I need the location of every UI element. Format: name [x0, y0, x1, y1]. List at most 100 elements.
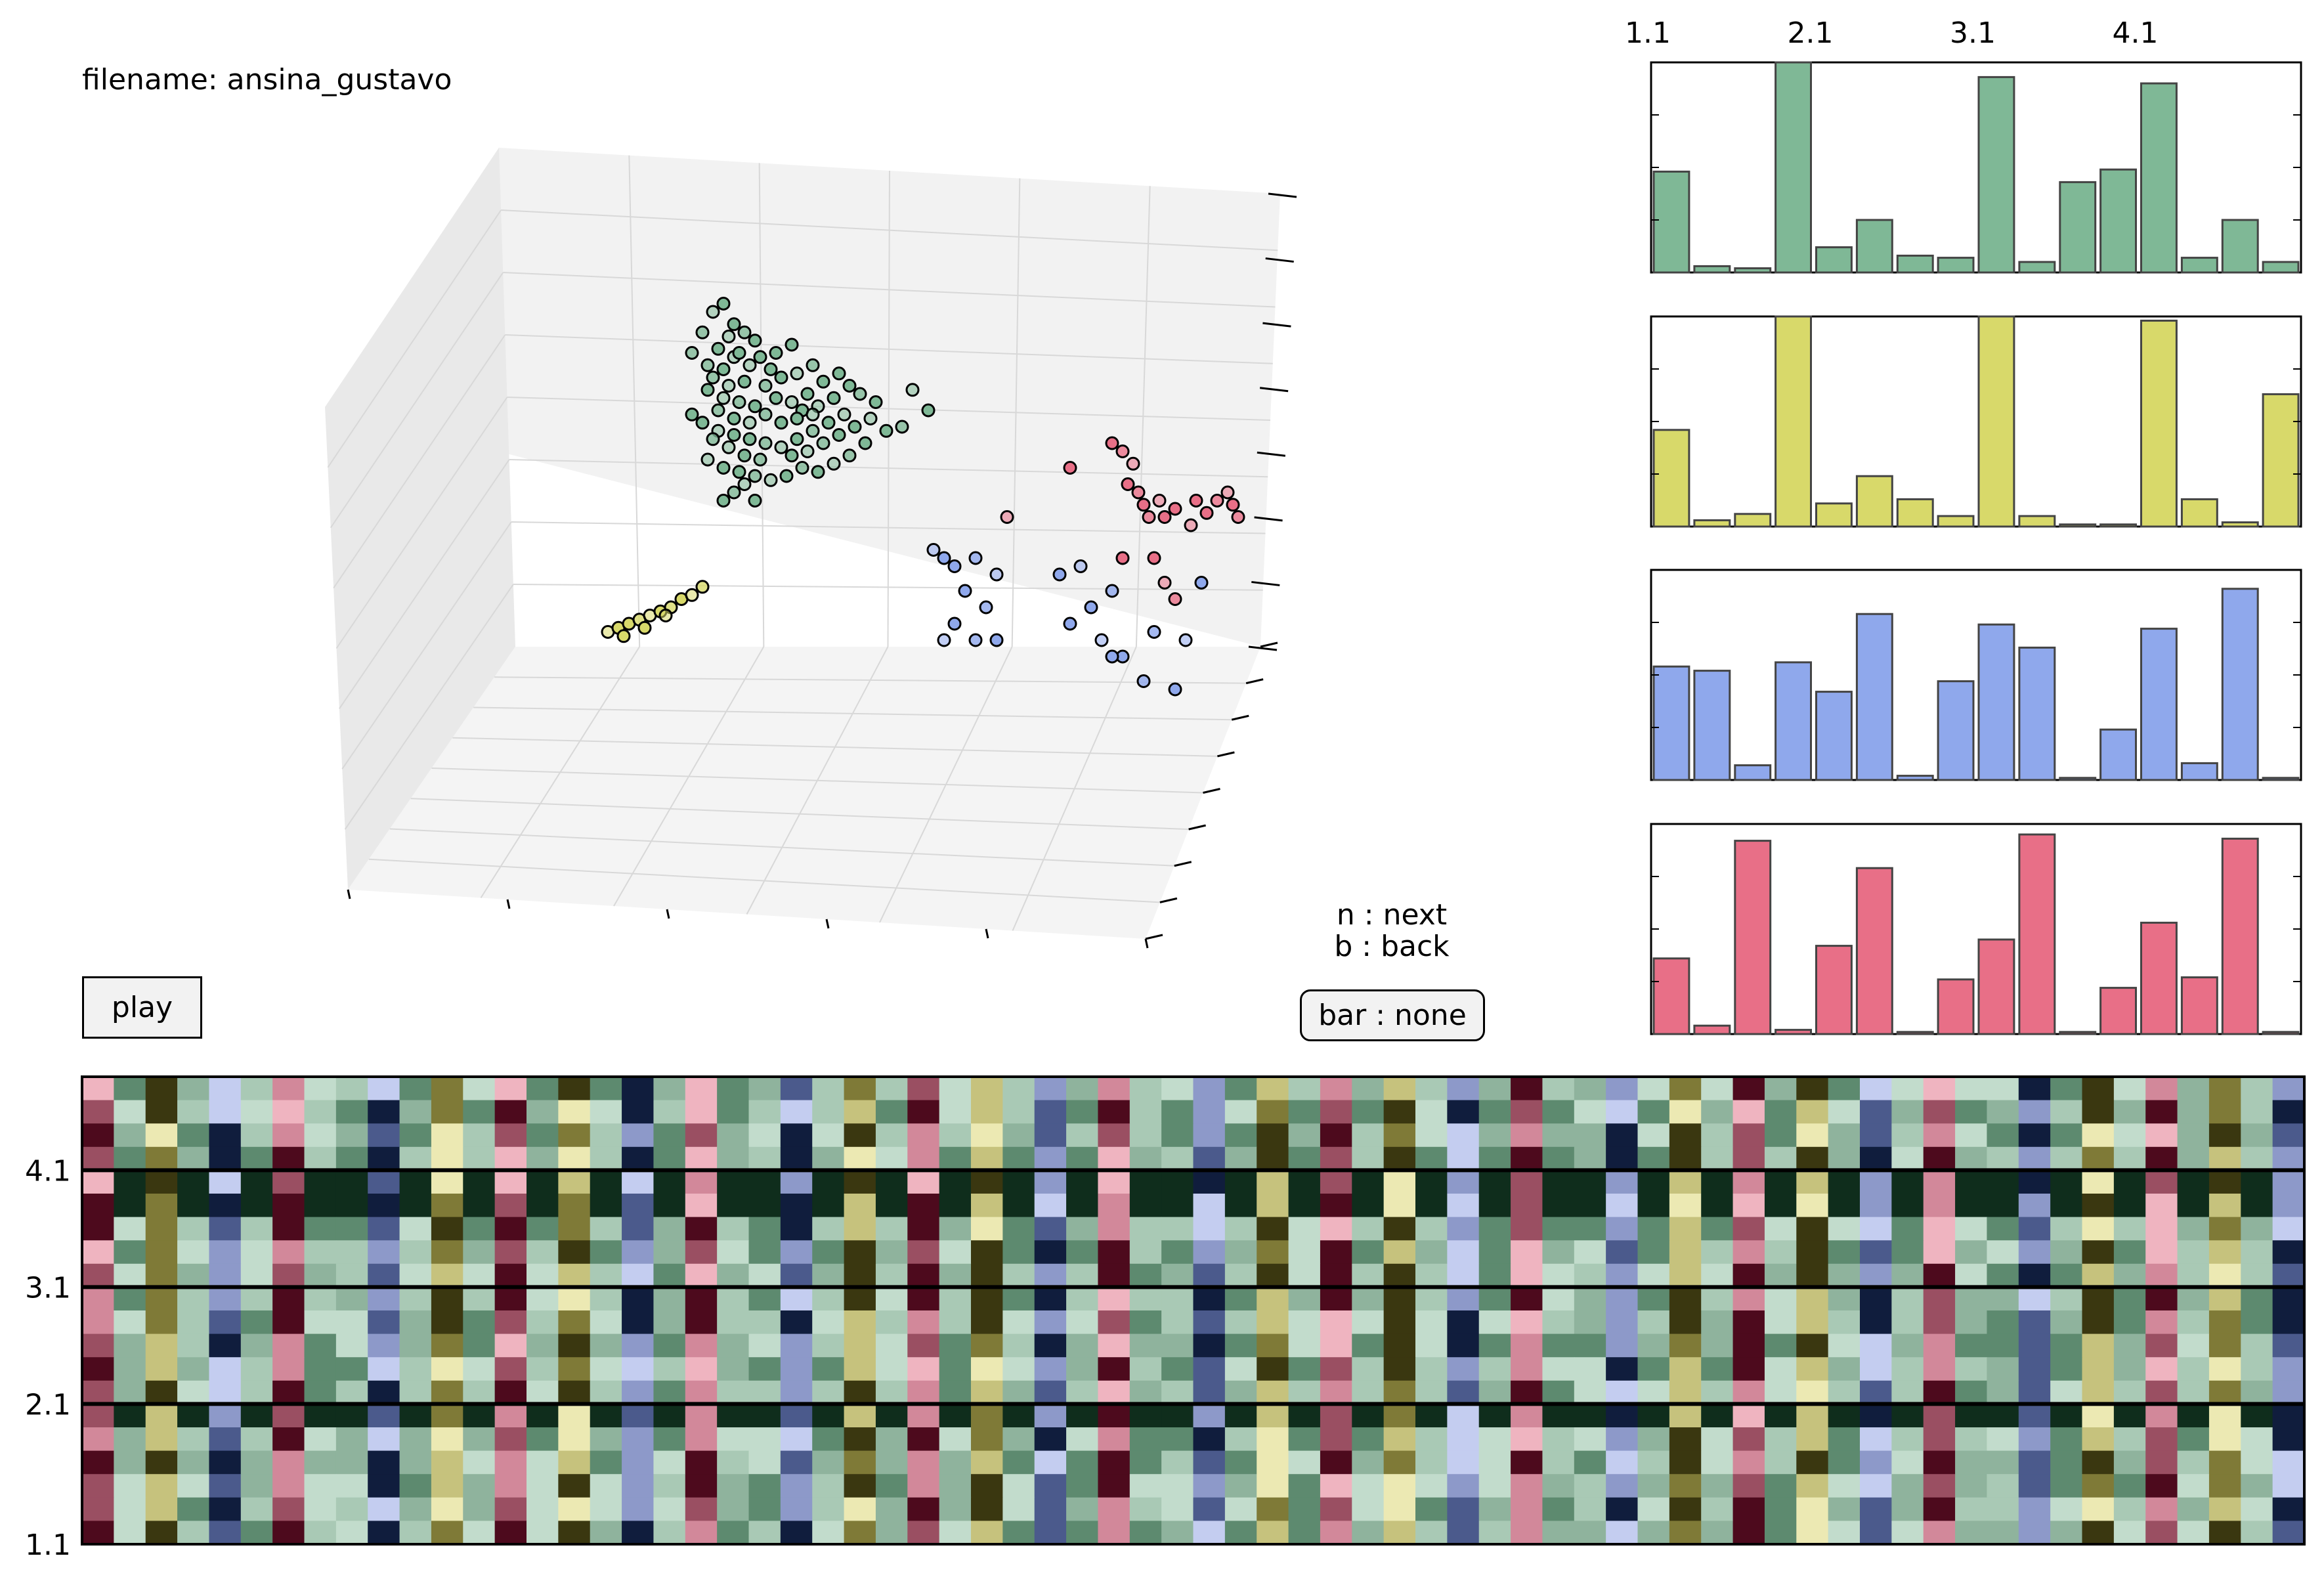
heatmap-cell	[1193, 1357, 1226, 1381]
heatmap-cell	[2241, 1380, 2273, 1404]
grid-line	[344, 584, 514, 830]
heatmap-cell	[1066, 1263, 1099, 1287]
heatmap-cell	[177, 1474, 210, 1498]
heatmap-cell	[717, 1170, 750, 1194]
heatmap-cell	[2018, 1450, 2051, 1475]
heatmap-cell	[1257, 1123, 1289, 1148]
heatmap-cell	[1383, 1357, 1416, 1381]
heatmap-cell	[1478, 1287, 1511, 1311]
heatmap-cell	[1129, 1497, 1162, 1521]
heatmap-cell	[1129, 1380, 1162, 1404]
heatmap-cell	[1987, 1194, 2019, 1218]
heatmap-cell	[335, 1521, 368, 1545]
heatmap-cell	[844, 1333, 876, 1358]
heatmap-cell	[1860, 1450, 1892, 1475]
heatmap-cell	[748, 1123, 781, 1148]
heatmap-cell	[1415, 1077, 1448, 1101]
heatmap-cell	[82, 1380, 114, 1404]
heatmap-cell	[971, 1146, 1003, 1171]
heatmap-cell	[1764, 1194, 1797, 1218]
heatmap-cell	[240, 1287, 273, 1311]
heatmap-cell	[1637, 1333, 1670, 1358]
scatter-point	[1000, 510, 1014, 524]
heatmap-cell	[812, 1240, 845, 1265]
heatmap-cell	[1732, 1077, 1765, 1101]
scatter-point	[742, 416, 757, 430]
heatmap-cell	[2208, 1146, 2241, 1171]
heatmap-cell	[558, 1263, 591, 1287]
heatmap-cell	[748, 1077, 781, 1101]
heatmap-cell	[971, 1497, 1003, 1521]
help-next: n : next	[1336, 898, 1448, 932]
bar	[2262, 393, 2300, 528]
heatmap-cell	[2177, 1170, 2210, 1194]
heatmap-cell	[717, 1123, 750, 1148]
heatmap-cell	[1923, 1450, 1956, 1475]
heatmap-cell	[272, 1194, 305, 1218]
heatmap-cell	[399, 1450, 432, 1475]
heatmap-cell	[2050, 1310, 2083, 1335]
scatter-point	[685, 346, 699, 360]
heatmap-cell	[1447, 1263, 1480, 1287]
heatmap-cell	[2050, 1240, 2083, 1265]
heatmap-cell	[653, 1427, 686, 1452]
scatter-point	[706, 305, 720, 319]
bar-mode-button[interactable]: bar : none	[1300, 989, 1485, 1041]
bar	[1815, 502, 1853, 528]
heatmap-cell	[335, 1450, 368, 1475]
heatmap-cell	[431, 1427, 463, 1452]
heatmap-cell	[399, 1146, 432, 1171]
heatmap-cell	[1891, 1427, 1924, 1452]
heatmap-cell	[1606, 1427, 1639, 1452]
scatter-point	[700, 358, 715, 372]
bar	[1652, 170, 1690, 274]
scatter-gridlines	[327, 155, 1278, 931]
heatmap-cell	[1701, 1077, 1734, 1101]
heatmap-cell	[907, 1287, 940, 1311]
heatmap-cell	[335, 1427, 368, 1452]
heatmap-cell	[1320, 1100, 1352, 1124]
scatter-point	[853, 387, 867, 401]
heatmap-cell	[2208, 1217, 2241, 1241]
heatmap-cell	[844, 1263, 876, 1287]
heatmap-cell	[1764, 1146, 1797, 1171]
heatmap-cell	[2177, 1123, 2210, 1148]
heatmap-cell	[1923, 1474, 1956, 1498]
heatmap-cell	[1796, 1240, 1829, 1265]
heatmap-cell	[2177, 1497, 2210, 1521]
heatmap-cell	[2177, 1240, 2210, 1265]
heatmap-cell	[240, 1474, 273, 1498]
heatmap-cell	[2050, 1357, 2083, 1381]
heatmap-cell	[240, 1077, 273, 1101]
heatmap-cell	[653, 1100, 686, 1124]
heatmap-cell	[1828, 1077, 1861, 1101]
heatmap-cell	[145, 1146, 178, 1171]
heatmap-cell	[2208, 1450, 2241, 1475]
heatmap-cell	[1987, 1380, 2019, 1404]
heatmap-cell	[590, 1474, 622, 1498]
heatmap-cell	[558, 1123, 591, 1148]
heatmap-cell	[1320, 1263, 1352, 1287]
heatmap-cell	[717, 1497, 750, 1521]
bar	[1977, 623, 2015, 781]
heatmap-cell	[335, 1474, 368, 1498]
heatmap-cell	[177, 1450, 210, 1475]
play-button[interactable]: play	[82, 976, 202, 1039]
heatmap-cell	[304, 1263, 337, 1287]
heatmap-cell	[748, 1263, 781, 1287]
heatmap-cell	[1224, 1146, 1257, 1171]
heatmap-cell	[1320, 1287, 1352, 1311]
heatmap-cell	[1320, 1357, 1352, 1381]
heatmap-cell	[431, 1450, 463, 1475]
heatmap-cell	[1352, 1194, 1385, 1218]
heatmap-cell	[558, 1170, 591, 1194]
heatmap-cell	[685, 1404, 718, 1428]
heatmap-cell	[2208, 1357, 2241, 1381]
heatmap-cell	[622, 1521, 655, 1545]
heatmap-cell	[1764, 1427, 1797, 1452]
heatmap-cell	[875, 1240, 908, 1265]
heatmap-cell	[1796, 1333, 1829, 1358]
heatmap-cell	[272, 1450, 305, 1475]
heatmap-cell	[622, 1146, 655, 1171]
heatmap-cell	[2177, 1474, 2210, 1498]
